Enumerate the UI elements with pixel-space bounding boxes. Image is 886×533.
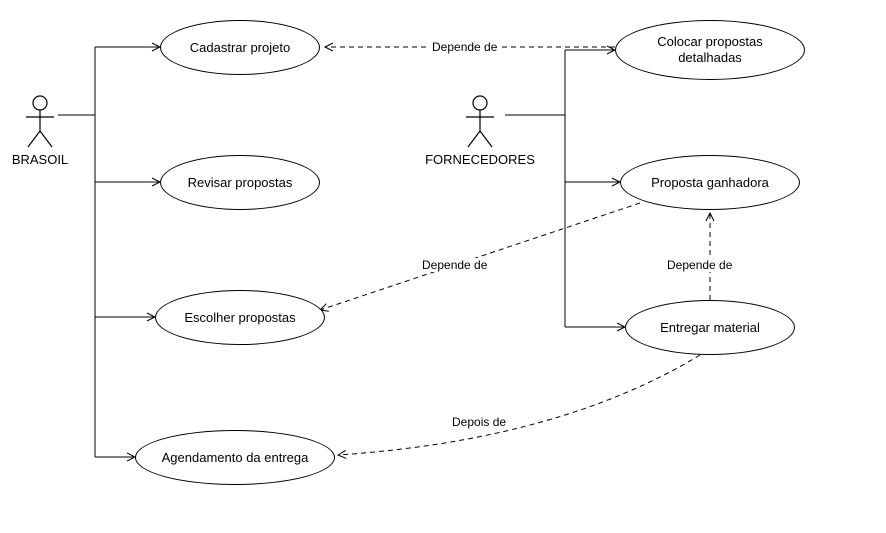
actor-label: BRASOIL [10,152,70,167]
usecase-revisar-propostas: Revisar propostas [160,155,320,210]
usecase-label: Proposta ganhadora [651,175,769,191]
actor-label: FORNECEDORES [425,152,535,167]
edge-label-depende-1: Depende de [430,40,499,54]
usecase-proposta-ganhadora: Proposta ganhadora [620,155,800,210]
actor-fornecedores: FORNECEDORES [425,95,535,167]
usecase-escolher-propostas: Escolher propostas [155,290,325,345]
stick-figure-icon [460,95,500,150]
usecase-cadastrar-projeto: Cadastrar projeto [160,20,320,75]
actor-brasoil: BRASOIL [10,95,70,167]
usecase-label: Colocar propostas detalhadas [624,34,796,65]
usecase-label: Cadastrar projeto [190,40,290,56]
edge-label-depois: Depois de [450,415,508,429]
usecase-colocar-propostas: Colocar propostas detalhadas [615,20,805,80]
usecase-label: Entregar material [660,320,760,336]
usecase-label: Escolher propostas [184,310,295,326]
diagram-canvas: BRASOIL FORNECEDORES Cadastrar projeto R… [0,0,886,533]
usecase-agendamento-entrega: Agendamento da entrega [135,430,335,485]
usecase-label: Revisar propostas [188,175,293,191]
usecase-label: Agendamento da entrega [162,450,309,466]
edge-label-depende-2: Depende de [420,258,489,272]
edge-label-depende-3: Depende de [665,258,734,272]
usecase-entregar-material: Entregar material [625,300,795,355]
stick-figure-icon [20,95,60,150]
